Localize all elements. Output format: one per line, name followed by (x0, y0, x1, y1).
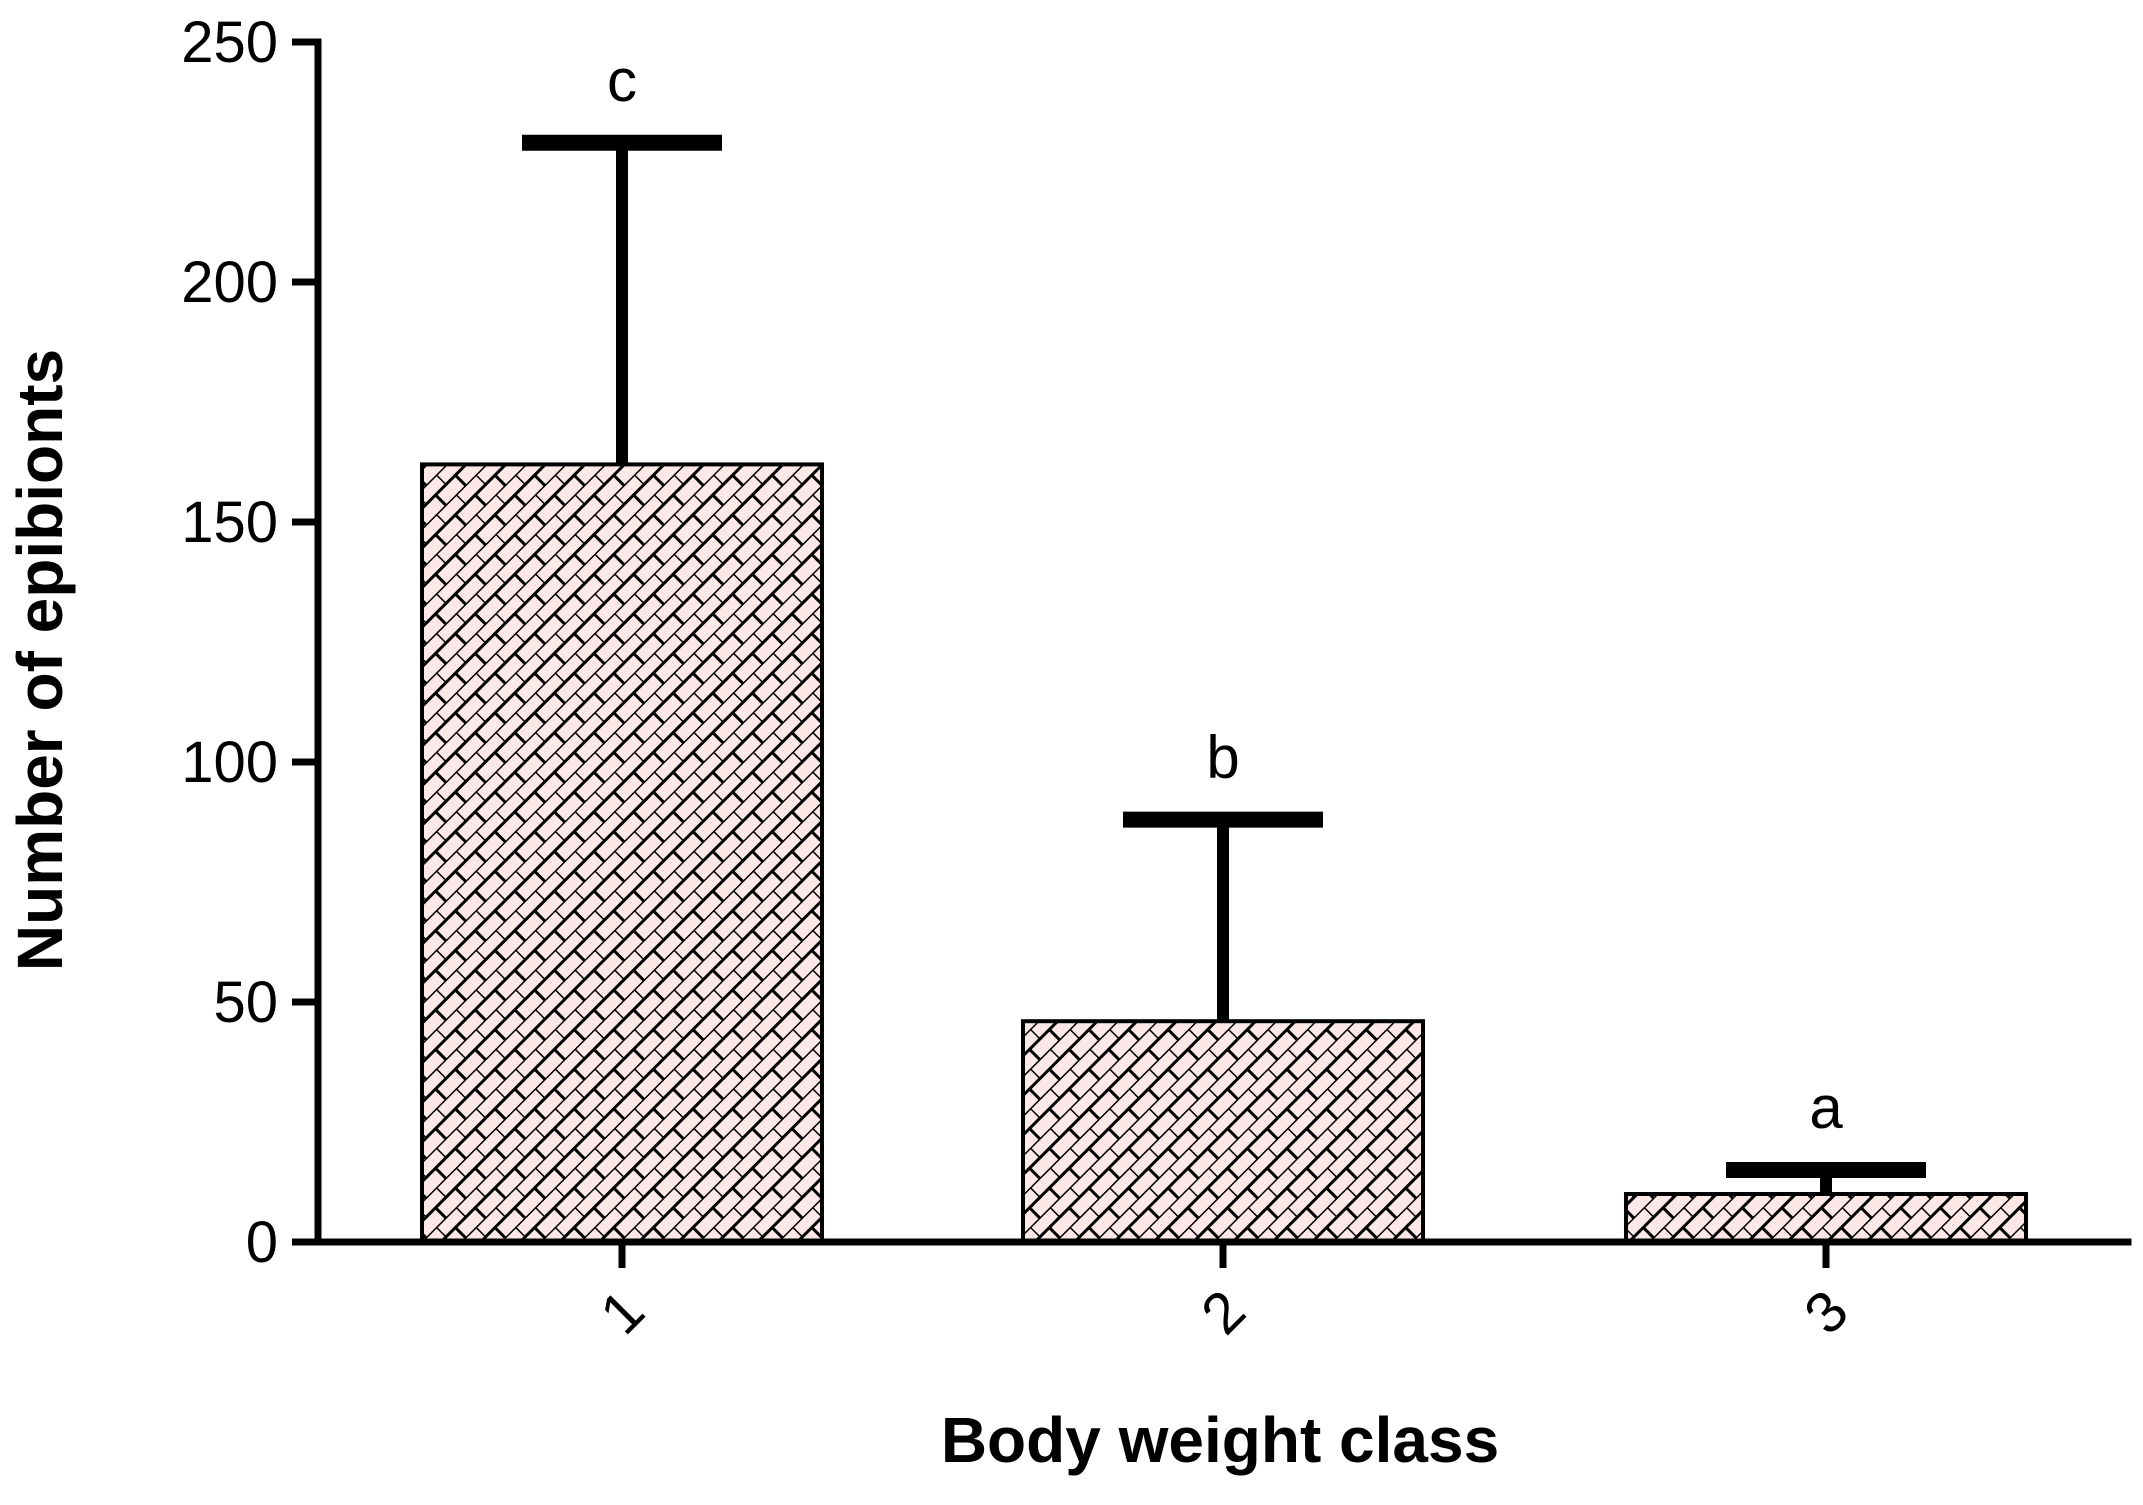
significance-letter-2: b (1206, 724, 1239, 791)
significance-letter-1: c (607, 47, 637, 114)
y-tick-label: 200 (181, 250, 278, 315)
significance-letter-3: a (1809, 1074, 1843, 1141)
x-tick-label: 3 (1792, 1278, 1861, 1347)
y-ticks-layer: 0 50 100 150 200 250 (181, 10, 318, 1275)
y-tick-label: 150 (181, 490, 278, 555)
y-tick-label: 250 (181, 10, 278, 75)
error-bars-layer (522, 134, 1926, 1194)
x-tick-label: 2 (1189, 1278, 1258, 1347)
x-tick-label: 1 (588, 1278, 657, 1347)
y-tick-label: 50 (213, 970, 278, 1035)
bar-1 (420, 462, 824, 1244)
x-ticks-layer: 1 2 3 (588, 1242, 1861, 1347)
bar-3 (1624, 1192, 2028, 1244)
significance-letters-layer: c b a (607, 47, 1843, 1141)
y-axis-title: Number of epibionts (4, 349, 76, 971)
bar-2 (1021, 1019, 1425, 1245)
y-tick-label: 0 (246, 1210, 278, 1275)
y-tick-label: 100 (181, 730, 278, 795)
x-axis-title: Body weight class (941, 1404, 1499, 1476)
